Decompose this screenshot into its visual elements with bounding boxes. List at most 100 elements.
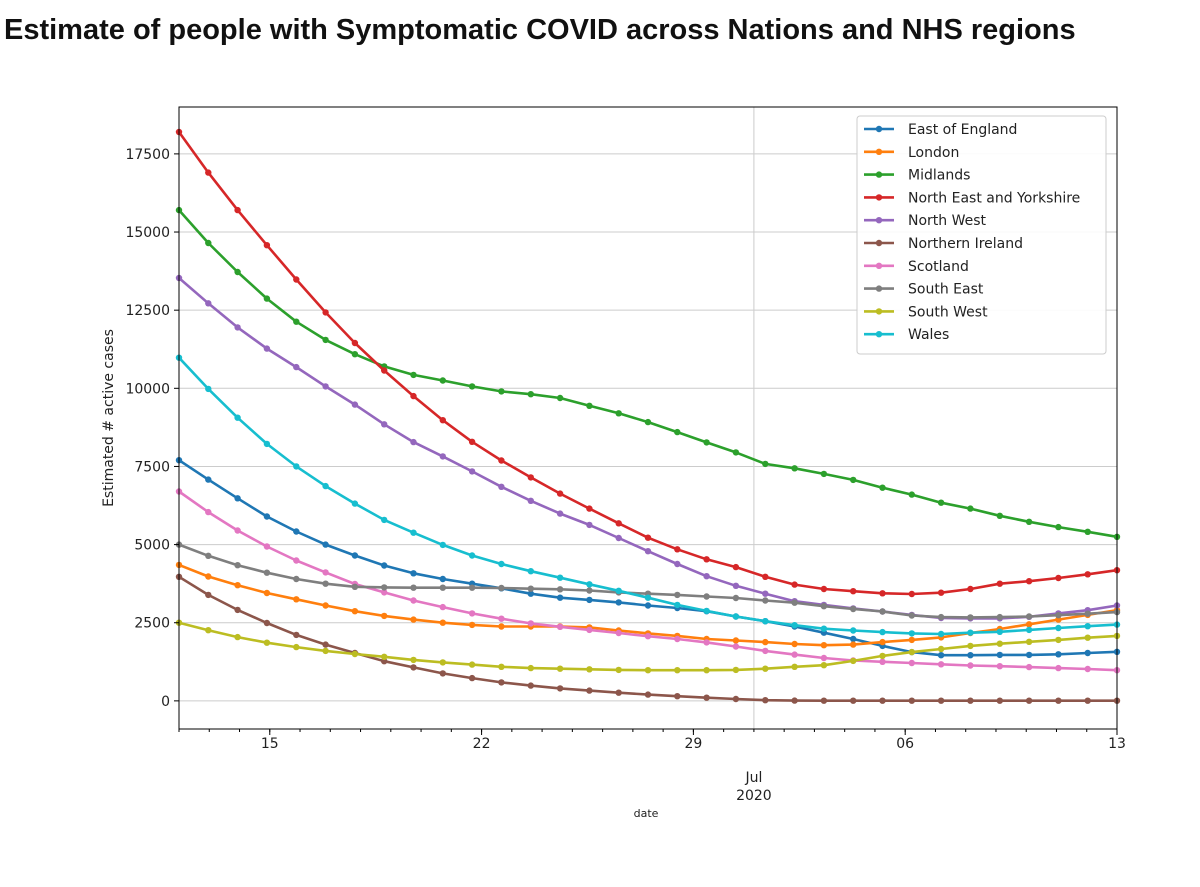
data-point bbox=[644, 534, 652, 541]
data-point bbox=[293, 631, 300, 639]
data-point bbox=[381, 658, 388, 665]
data-point bbox=[674, 546, 681, 553]
data-point bbox=[674, 601, 681, 609]
y-tick-label: 7500 bbox=[134, 459, 170, 475]
data-point bbox=[732, 637, 740, 644]
legend-label: East of England bbox=[908, 122, 1017, 138]
data-point bbox=[937, 652, 945, 659]
data-point bbox=[498, 584, 505, 592]
data-point bbox=[615, 534, 622, 542]
data-point bbox=[996, 512, 1003, 519]
x-year-label: 2020 bbox=[736, 788, 772, 804]
data-point bbox=[322, 569, 329, 576]
data-point bbox=[703, 694, 710, 701]
data-point bbox=[1084, 697, 1091, 704]
data-point bbox=[322, 541, 329, 548]
data-point bbox=[410, 664, 417, 671]
data-point bbox=[703, 573, 710, 580]
legend-label: South West bbox=[908, 304, 988, 320]
data-point bbox=[850, 697, 857, 704]
data-point bbox=[615, 599, 622, 606]
legend-label: South East bbox=[908, 282, 984, 298]
data-point bbox=[674, 591, 681, 599]
data-point bbox=[996, 580, 1003, 587]
data-point bbox=[820, 697, 828, 704]
data-point bbox=[263, 619, 271, 627]
data-point bbox=[263, 295, 271, 302]
data-point bbox=[439, 619, 446, 626]
data-point bbox=[381, 562, 388, 569]
data-point bbox=[1084, 634, 1091, 641]
data-point bbox=[234, 606, 241, 614]
data-point bbox=[586, 581, 593, 588]
series-line bbox=[178, 621, 1118, 672]
data-point bbox=[850, 476, 857, 484]
data-point bbox=[205, 300, 212, 307]
data-point bbox=[468, 383, 476, 390]
legend-marker bbox=[875, 308, 883, 315]
data-point bbox=[967, 505, 974, 512]
data-point bbox=[527, 391, 534, 398]
data-point bbox=[351, 500, 359, 507]
data-point bbox=[791, 640, 798, 648]
data-point bbox=[762, 665, 769, 672]
data-point bbox=[322, 647, 329, 655]
x-tick-label: 13 bbox=[1108, 736, 1126, 752]
data-point bbox=[439, 575, 446, 583]
data-point bbox=[762, 597, 769, 604]
data-point bbox=[205, 627, 212, 634]
data-point bbox=[703, 607, 710, 615]
data-point bbox=[732, 613, 740, 620]
data-point bbox=[410, 597, 417, 604]
data-point bbox=[762, 647, 769, 655]
legend-label: Scotland bbox=[908, 259, 969, 275]
data-point bbox=[439, 377, 446, 384]
data-point bbox=[468, 552, 476, 559]
data-point bbox=[234, 324, 241, 331]
data-point bbox=[439, 659, 446, 666]
data-point bbox=[293, 276, 300, 283]
data-point bbox=[263, 569, 271, 576]
page-title: Estimate of people with Symptomatic COVI… bbox=[4, 14, 1076, 46]
data-point bbox=[908, 491, 915, 498]
data-point bbox=[1055, 636, 1062, 644]
data-point bbox=[263, 513, 271, 520]
data-point bbox=[820, 642, 828, 649]
data-point bbox=[762, 460, 769, 468]
data-point bbox=[293, 318, 300, 325]
data-point bbox=[322, 641, 329, 648]
data-point bbox=[791, 599, 798, 606]
data-point bbox=[205, 239, 212, 247]
data-point bbox=[615, 689, 622, 696]
data-point bbox=[1084, 528, 1091, 535]
data-point bbox=[527, 620, 534, 627]
data-point bbox=[908, 636, 915, 644]
y-tick-label: 10000 bbox=[125, 381, 170, 397]
data-point bbox=[498, 679, 505, 686]
data-point bbox=[498, 388, 505, 395]
data-point bbox=[527, 682, 534, 689]
data-point bbox=[762, 697, 769, 704]
data-point bbox=[937, 661, 945, 668]
data-point bbox=[556, 574, 564, 581]
data-point bbox=[937, 613, 945, 621]
data-point bbox=[908, 612, 915, 619]
data-point bbox=[762, 638, 769, 646]
data-point bbox=[556, 510, 564, 517]
data-point bbox=[205, 169, 212, 176]
data-point bbox=[732, 594, 740, 602]
legend-marker bbox=[875, 262, 883, 269]
data-point bbox=[1055, 612, 1062, 619]
data-point bbox=[850, 627, 857, 634]
data-point bbox=[967, 662, 974, 669]
data-point bbox=[439, 584, 446, 591]
data-point bbox=[1025, 663, 1033, 671]
series-line bbox=[178, 459, 1118, 657]
data-point bbox=[234, 268, 241, 276]
data-point bbox=[996, 651, 1003, 659]
x-tick-label: 29 bbox=[684, 736, 702, 752]
data-point bbox=[615, 587, 622, 594]
legend-label: Midlands bbox=[908, 168, 970, 184]
data-point bbox=[908, 648, 915, 656]
data-point bbox=[322, 580, 329, 587]
